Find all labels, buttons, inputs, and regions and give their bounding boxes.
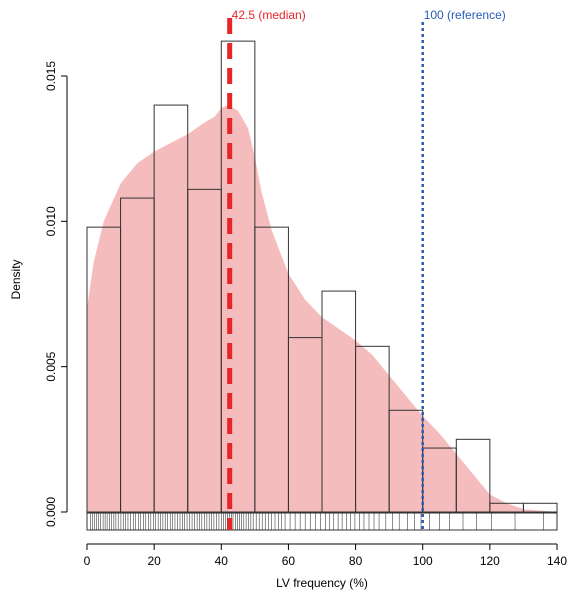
x-tick-label-120: 120	[480, 554, 500, 568]
reference-label: 100 (reference)	[424, 8, 506, 22]
y-axis: 0.000 0.005 0.010 0.015	[44, 61, 68, 527]
y-tick-label-0.005: 0.005	[44, 351, 58, 381]
y-tick-label-0.000: 0.000	[44, 497, 58, 527]
plot-area	[86, 18, 568, 531]
rug-box	[86, 512, 558, 531]
histogram-bar-13	[522, 502, 558, 513]
histogram-bar-11	[455, 438, 491, 513]
rug-marks	[86, 512, 558, 531]
y-tick-label-0.010: 0.010	[44, 206, 58, 236]
x-axis: 0 20 40 60 80 100 120 140	[84, 543, 567, 568]
median-label: 42.5 (median)	[232, 8, 306, 22]
x-tick-label-60: 60	[282, 554, 296, 568]
x-tick-label-100: 100	[413, 554, 433, 568]
x-tick-label-140: 140	[547, 554, 567, 568]
x-tick-label-0: 0	[84, 554, 91, 568]
x-axis-label: LV frequency (%)	[276, 576, 368, 590]
x-tick-label-20: 20	[147, 554, 161, 568]
y-axis-label: Density	[9, 259, 23, 299]
y-tick-label-0.015: 0.015	[44, 61, 58, 91]
density-curve-area	[87, 105, 568, 512]
x-tick-label-80: 80	[349, 554, 363, 568]
x-tick-label-40: 40	[215, 554, 229, 568]
